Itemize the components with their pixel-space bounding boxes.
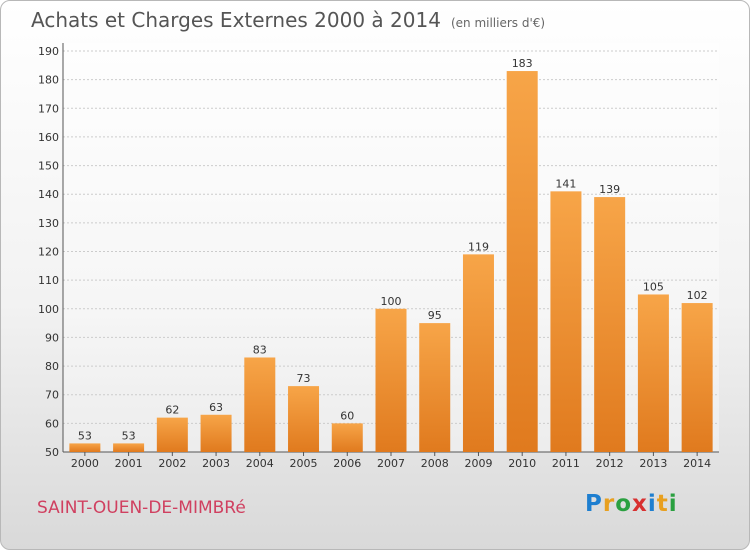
x-tick-label: 2002 [158, 457, 186, 470]
y-tick-label: 50 [45, 446, 59, 459]
chart-title-text: Achats et Charges Externes 2000 à 2014 [31, 8, 441, 32]
x-tick-label: 2003 [202, 457, 230, 470]
bar-value-label: 100 [381, 295, 402, 308]
bar-value-label: 62 [165, 404, 179, 417]
y-tick-label: 70 [45, 389, 59, 402]
x-tick-label: 2009 [464, 457, 492, 470]
bar [462, 254, 494, 452]
logo-letter: x [632, 491, 648, 517]
y-tick-label: 140 [38, 188, 59, 201]
commune-name: SAINT-OUEN-DE-MIMBRé [37, 498, 246, 518]
bar-value-label: 60 [340, 409, 354, 422]
bar-value-label: 102 [687, 289, 708, 302]
logo-letter: i [647, 491, 657, 517]
chart-title: Achats et Charges Externes 2000 à 2014 (e… [31, 8, 545, 32]
bar [550, 191, 582, 452]
bar [681, 303, 713, 452]
x-tick-label: 2010 [508, 457, 536, 470]
bar-value-label: 53 [78, 429, 92, 442]
bar-value-label: 95 [428, 309, 442, 322]
bar-value-label: 183 [512, 57, 533, 70]
x-tick-label: 2008 [421, 457, 449, 470]
bar [200, 414, 232, 452]
bar [506, 71, 538, 453]
bar [375, 308, 407, 452]
y-tick-label: 110 [38, 274, 59, 287]
bar [637, 294, 669, 452]
y-tick-label: 190 [38, 45, 59, 58]
bar [419, 323, 451, 452]
x-tick-label: 2014 [683, 457, 711, 470]
logo-letter: r [602, 491, 616, 517]
bar-value-label: 105 [643, 280, 664, 293]
x-tick-label: 2001 [115, 457, 143, 470]
y-tick-label: 180 [38, 74, 59, 87]
x-tick-label: 2004 [246, 457, 274, 470]
y-tick-label: 90 [45, 331, 59, 344]
chart-unit: (en milliers d'€) [450, 16, 546, 30]
logo-letter: o [615, 491, 633, 517]
bar [113, 443, 145, 452]
x-tick-label: 2005 [290, 457, 318, 470]
bar-value-label: 141 [555, 177, 576, 190]
bar-value-label: 63 [209, 401, 223, 414]
y-tick-label: 80 [45, 360, 59, 373]
x-tick-label: 2000 [71, 457, 99, 470]
y-tick-label: 100 [38, 303, 59, 316]
y-tick-label: 60 [45, 417, 59, 430]
y-tick-label: 170 [38, 102, 59, 115]
bar [69, 443, 101, 452]
bar [331, 423, 363, 452]
x-tick-label: 2007 [377, 457, 405, 470]
y-tick-label: 130 [38, 217, 59, 230]
bar [156, 417, 188, 452]
bar [244, 357, 276, 452]
bar-value-label: 119 [468, 240, 489, 253]
bar [594, 197, 626, 452]
bar-value-label: 139 [599, 183, 620, 196]
x-tick-label: 2006 [333, 457, 361, 470]
logo-letter: t [656, 491, 669, 517]
bar-value-label: 53 [122, 429, 136, 442]
y-tick-label: 160 [38, 131, 59, 144]
bar-value-label: 83 [253, 343, 267, 356]
y-tick-label: 150 [38, 160, 59, 173]
bar-value-label: 73 [297, 372, 311, 385]
proxiti-logo: Proxiti [585, 491, 678, 517]
logo-letter: P [585, 491, 603, 517]
y-tick-label: 120 [38, 246, 59, 259]
x-tick-label: 2013 [639, 457, 667, 470]
x-tick-label: 2012 [596, 457, 624, 470]
bar [288, 386, 320, 452]
x-tick-label: 2011 [552, 457, 580, 470]
logo-letter: i [668, 491, 678, 517]
